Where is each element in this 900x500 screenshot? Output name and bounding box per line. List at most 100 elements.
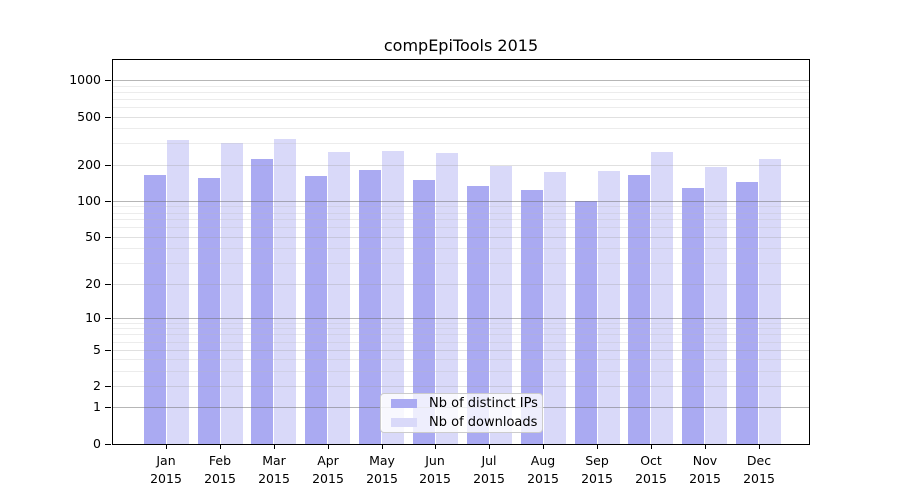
bar-distinct-ips-jul	[466, 186, 489, 444]
bar-downloads-aug	[543, 171, 566, 444]
minor-gridline-400	[113, 128, 809, 129]
x-tick-sep	[597, 445, 598, 449]
y-tick-0	[105, 444, 111, 445]
y-tick-label-10: 10	[85, 310, 101, 325]
x-tick-label-jul: Jul 2015	[473, 453, 505, 486]
minor-gridline-600	[113, 107, 809, 108]
y-tick-label-1: 1	[93, 399, 101, 414]
x-tick-label-may: May 2015	[366, 453, 398, 486]
y-tick-label-500: 500	[77, 109, 101, 124]
legend-row-downloads: Nb of downloads	[389, 415, 538, 430]
gridline-200	[113, 165, 809, 166]
x-tick-label-dec: Dec 2015	[743, 453, 775, 486]
y-tick-5	[105, 350, 111, 351]
y-tick-label-50: 50	[85, 229, 101, 244]
x-tick-label-sep: Sep 2015	[581, 453, 613, 486]
y-tick-1000	[105, 80, 111, 81]
bar-distinct-ips-mar	[251, 158, 274, 444]
x-tick-feb	[220, 445, 221, 449]
x-tick-oct	[651, 445, 652, 449]
y-tick-label-0: 0	[93, 436, 101, 451]
legend-label-downloads: Nb of downloads	[429, 415, 538, 430]
bar-distinct-ips-dec	[736, 181, 759, 444]
y-tick-label-100: 100	[77, 193, 101, 208]
y-tick-label-2: 2	[93, 378, 101, 393]
x-tick-may	[382, 445, 383, 449]
y-tick-500	[105, 117, 111, 118]
gridline-100	[113, 201, 809, 202]
legend-label-distinct-ips: Nb of distinct IPs	[429, 396, 538, 411]
minor-gridline-3	[113, 371, 809, 372]
minor-gridline-60	[113, 227, 809, 228]
x-tick-jun	[435, 445, 436, 449]
y-tick-200	[105, 165, 111, 166]
minor-gridline-9	[113, 323, 809, 324]
minor-gridline-800	[113, 92, 809, 93]
x-tick-label-feb: Feb 2015	[204, 453, 236, 486]
x-tick-label-mar: Mar 2015	[258, 453, 290, 486]
gridline-1000	[113, 80, 809, 81]
x-tick-jul	[489, 445, 490, 449]
bar-downloads-nov	[705, 166, 728, 444]
minor-gridline-90	[113, 206, 809, 207]
gridline-500	[113, 117, 809, 118]
x-tick-label-jun: Jun 2015	[419, 453, 451, 486]
gridline-50	[113, 237, 809, 238]
minor-gridline-900	[113, 86, 809, 87]
bar-downloads-apr	[328, 151, 351, 444]
minor-gridline-40	[113, 248, 809, 249]
bar-distinct-ips-oct	[628, 174, 651, 444]
y-tick-label-200: 200	[77, 157, 101, 172]
x-tick-label-aug: Aug 2015	[527, 453, 559, 486]
x-tick-label-nov: Nov 2015	[689, 453, 721, 486]
legend-row-distinct-ips: Nb of distinct IPs	[389, 396, 538, 411]
x-tick-jan	[166, 445, 167, 449]
chart-title: compEpiTools 2015	[383, 36, 539, 55]
minor-gridline-8	[113, 328, 809, 329]
bar-downloads-may	[382, 151, 405, 444]
bar-downloads-jul	[489, 165, 512, 444]
legend-swatch-downloads	[391, 418, 417, 427]
gridline-2	[113, 386, 809, 387]
bar-distinct-ips-feb	[197, 177, 220, 444]
y-tick-1	[105, 407, 111, 408]
x-tick-label-jan: Jan 2015	[150, 453, 182, 486]
y-tick-2	[105, 386, 111, 387]
bar-downloads-feb	[220, 143, 243, 444]
bar-distinct-ips-jan	[143, 174, 166, 444]
gridline-5	[113, 350, 809, 351]
bar-downloads-jun	[435, 152, 458, 444]
bar-distinct-ips-may	[359, 169, 382, 444]
x-tick-mar	[274, 445, 275, 449]
bar-downloads-mar	[274, 138, 297, 444]
bar-distinct-ips-sep	[574, 200, 597, 444]
minor-gridline-70	[113, 219, 809, 220]
minor-gridline-80	[113, 213, 809, 214]
bar-distinct-ips-nov	[682, 188, 705, 444]
x-tick-label-apr: Apr 2015	[312, 453, 344, 486]
x-tick-apr	[328, 445, 329, 449]
y-tick-50	[105, 237, 111, 238]
y-tick-100	[105, 201, 111, 202]
y-tick-label-20: 20	[85, 276, 101, 291]
y-tick-10	[105, 318, 111, 319]
gridline-10	[113, 318, 809, 319]
y-tick-label-1000: 1000	[69, 72, 101, 87]
bar-downloads-sep	[597, 170, 620, 444]
minor-gridline-30	[113, 263, 809, 264]
bar-downloads-jan	[166, 140, 189, 444]
gridline-20	[113, 284, 809, 285]
bar-distinct-ips-jun	[412, 179, 435, 444]
minor-gridline-300	[113, 143, 809, 144]
bar-downloads-dec	[759, 158, 782, 444]
y-tick-20	[105, 284, 111, 285]
bar-downloads-oct	[651, 152, 674, 444]
bar-distinct-ips-aug	[520, 189, 543, 444]
x-tick-label-oct: Oct 2015	[635, 453, 667, 486]
bar-distinct-ips-apr	[305, 175, 328, 444]
legend: Nb of distinct IPs Nb of downloads	[380, 393, 543, 433]
